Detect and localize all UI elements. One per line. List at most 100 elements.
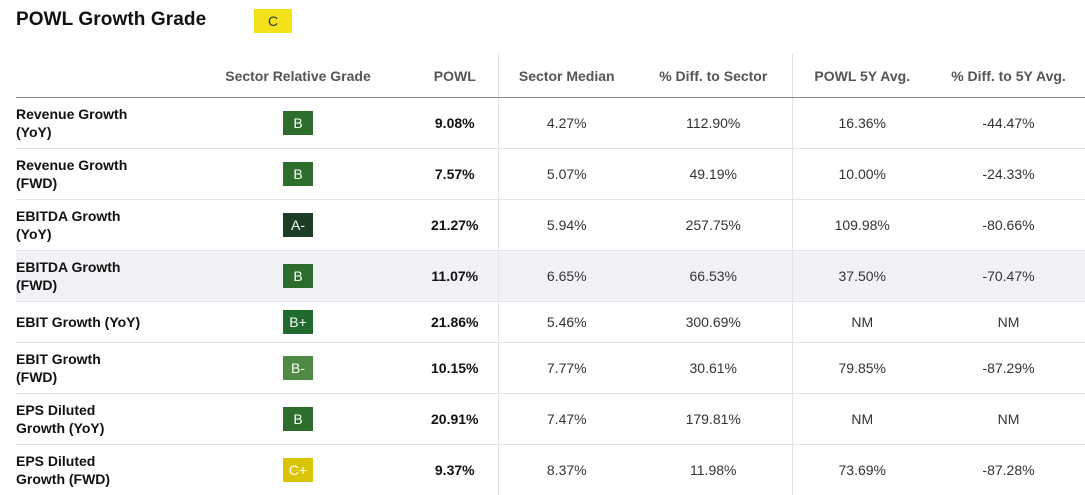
diff-to-sector-cell: 49.19%	[635, 148, 792, 200]
sector-median-cell: 8.37%	[497, 444, 635, 495]
diff-to-5y-avg-cell: -24.33%	[932, 148, 1085, 200]
diff-to-5y-avg-cell: -44.47%	[932, 97, 1085, 149]
powl-value-cell: 9.08%	[412, 97, 498, 149]
sector-relative-grade-cell: B	[184, 250, 412, 302]
metric-label[interactable]: Revenue Growth (FWD)	[16, 148, 184, 200]
column-header-powl-5y-avg[interactable]: POWL 5Y Avg.	[791, 54, 932, 98]
table-body: Revenue Growth (YoY) B 9.08% 4.27% 112.90% 16.…	[16, 97, 1085, 495]
sector-relative-grade-cell: B	[184, 148, 412, 200]
column-header-sector-relative-grade[interactable]: Sector Relative Grade	[184, 54, 412, 98]
grade-badge[interactable]: B-	[283, 356, 313, 380]
sector-median-cell: 4.27%	[497, 97, 635, 149]
metric-label[interactable]: EPS Diluted Growth (YoY)	[16, 393, 184, 445]
powl-value-cell: 9.37%	[434, 462, 475, 478]
metric-label-line2: (YoY)	[16, 226, 52, 242]
sector-relative-grade-cell: B	[184, 393, 412, 445]
metric-label[interactable]: EBITDA Growth (FWD)	[16, 250, 184, 302]
page-title: POWL Growth Grade	[16, 9, 207, 30]
powl-value-cell: 10.15%	[412, 342, 498, 394]
diff-to-5y-avg-cell: -80.66%	[932, 199, 1085, 251]
table-header-row: Sector Relative Grade POWL Sector Median…	[16, 54, 1085, 98]
powl-value-cell: 11.07%	[412, 250, 498, 302]
diff-to-sector-cell: 112.90%	[635, 97, 792, 149]
grade-badge[interactable]: A-	[283, 213, 313, 237]
metric-label[interactable]: EBIT Growth (FWD)	[16, 342, 184, 394]
diff-to-5y-avg-cell: -87.29%	[932, 342, 1085, 394]
powl-5y-avg-cell: 73.69%	[791, 444, 932, 495]
grade-badge[interactable]: C+	[283, 458, 313, 482]
metric-label-line1: EBIT Growth	[16, 351, 101, 367]
column-header-diff-to-sector[interactable]: % Diff. to Sector	[635, 54, 792, 98]
table-row: EBITDA Growth (FWD) B 11.07% 6.65% 66.53% 37.5…	[16, 250, 1085, 302]
metric-label-line1: Revenue Growth	[16, 106, 128, 122]
grade-badge[interactable]: B+	[283, 310, 313, 334]
diff-to-sector-cell: 179.81%	[635, 393, 792, 445]
metric-label[interactable]: EBITDA Growth (YoY)	[16, 199, 184, 251]
sector-median-cell: 5.07%	[497, 148, 635, 200]
table-row: EBIT Growth (FWD) B- 10.15% 7.77% 30.61% 79.85…	[16, 342, 1085, 394]
metric-label-line1: Revenue Growth	[16, 157, 128, 173]
table-row: EPS Diluted Growth (YoY) B 20.91% 7.47% 179.8…	[16, 393, 1085, 445]
table-row: EPS Diluted Growth (FWD) C+ 9.37% 8.37% 11.98…	[16, 444, 1085, 495]
diff-to-sector-cell: 66.53%	[635, 250, 792, 302]
metric-label-line2: (FWD)	[16, 175, 58, 191]
powl-value-cell: 20.91%	[412, 393, 498, 445]
metric-label-line1: EBITDA Growth	[16, 259, 121, 275]
powl-value-cell: 7.57%	[412, 148, 498, 200]
powl-value-cell: 21.86%	[412, 301, 498, 343]
metric-label-line1: EPS Diluted	[16, 453, 96, 469]
grade-badge[interactable]: B	[283, 407, 313, 431]
column-header-powl[interactable]: POWL	[412, 54, 498, 98]
sector-median-cell: 6.65%	[497, 250, 635, 302]
diff-to-sector-cell: 30.61%	[635, 342, 792, 394]
table-row: EBIT Growth (YoY) B+ 21.86% 5.46% 300.69% NM N…	[16, 301, 1085, 343]
powl-5y-avg-cell: NM	[791, 301, 932, 343]
powl-5y-avg-cell: 79.85%	[791, 342, 932, 394]
column-header-diff-to-5y-avg[interactable]: % Diff. to 5Y Avg.	[932, 54, 1085, 98]
metric-label-line2: (YoY)	[16, 124, 52, 140]
powl-5y-avg-cell: NM	[791, 393, 932, 445]
metric-label-line1: EBIT Growth (YoY)	[16, 314, 141, 330]
metric-label-line2: (FWD)	[16, 369, 58, 385]
diff-to-sector-cell: 300.69%	[635, 301, 792, 343]
diff-to-sector-cell: 257.75%	[635, 199, 792, 251]
metric-label[interactable]: EPS Diluted Growth (FWD)	[16, 445, 184, 495]
metric-label[interactable]: EBIT Growth (YoY)	[16, 301, 184, 343]
diff-to-5y-avg-cell: -87.28%	[982, 462, 1035, 478]
powl-5y-avg-cell: 16.36%	[791, 97, 932, 149]
overall-grade-badge[interactable]: C	[254, 9, 292, 33]
diff-to-5y-avg-cell: NM	[932, 393, 1085, 445]
diff-to-5y-avg-cell: -70.47%	[932, 250, 1085, 302]
title-row: POWL Growth Grade	[16, 6, 206, 34]
column-header-metric	[16, 54, 184, 98]
sector-median-cell: 7.47%	[497, 393, 635, 445]
sector-median-cell: 7.77%	[497, 342, 635, 394]
metric-label-line2: Growth (FWD)	[16, 471, 111, 487]
sector-relative-grade-cell: A-	[184, 199, 412, 251]
column-header-sector-median[interactable]: Sector Median	[497, 54, 635, 98]
sector-relative-grade-cell: B+	[184, 301, 412, 343]
table-row: Revenue Growth (YoY) B 9.08% 4.27% 112.90% 16.…	[16, 97, 1085, 149]
metric-label-line2: Growth (YoY)	[16, 420, 105, 436]
sector-median-cell: 5.94%	[497, 199, 635, 251]
powl-5y-avg-cell: 109.98%	[791, 199, 932, 251]
grade-badge[interactable]: B	[283, 162, 313, 186]
sector-relative-grade-cell: C+	[184, 445, 412, 495]
sector-relative-grade-cell: B-	[184, 342, 412, 394]
table-row: Revenue Growth (FWD) B 7.57% 5.07% 49.19% 10.0…	[16, 148, 1085, 200]
metric-label-line1: EPS Diluted	[16, 402, 96, 418]
growth-grade-table: Sector Relative Grade POWL Sector Median…	[16, 54, 1085, 495]
powl-value-cell: 21.27%	[412, 199, 498, 251]
diff-to-sector-cell: 11.98%	[690, 462, 737, 478]
table-row: EBITDA Growth (YoY) A- 21.27% 5.94% 257.75% 10…	[16, 199, 1085, 251]
metric-label[interactable]: Revenue Growth (YoY)	[16, 97, 184, 149]
sector-relative-grade-cell: B	[184, 97, 412, 149]
sector-median-cell: 5.46%	[497, 301, 635, 343]
metric-label-line1: EBITDA Growth	[16, 208, 121, 224]
powl-5y-avg-cell: 10.00%	[791, 148, 932, 200]
grade-badge[interactable]: B	[283, 111, 313, 135]
powl-5y-avg-cell: 37.50%	[791, 250, 932, 302]
metric-label-line2: (FWD)	[16, 277, 58, 293]
grade-badge[interactable]: B	[283, 264, 313, 288]
diff-to-5y-avg-cell: NM	[932, 301, 1085, 343]
